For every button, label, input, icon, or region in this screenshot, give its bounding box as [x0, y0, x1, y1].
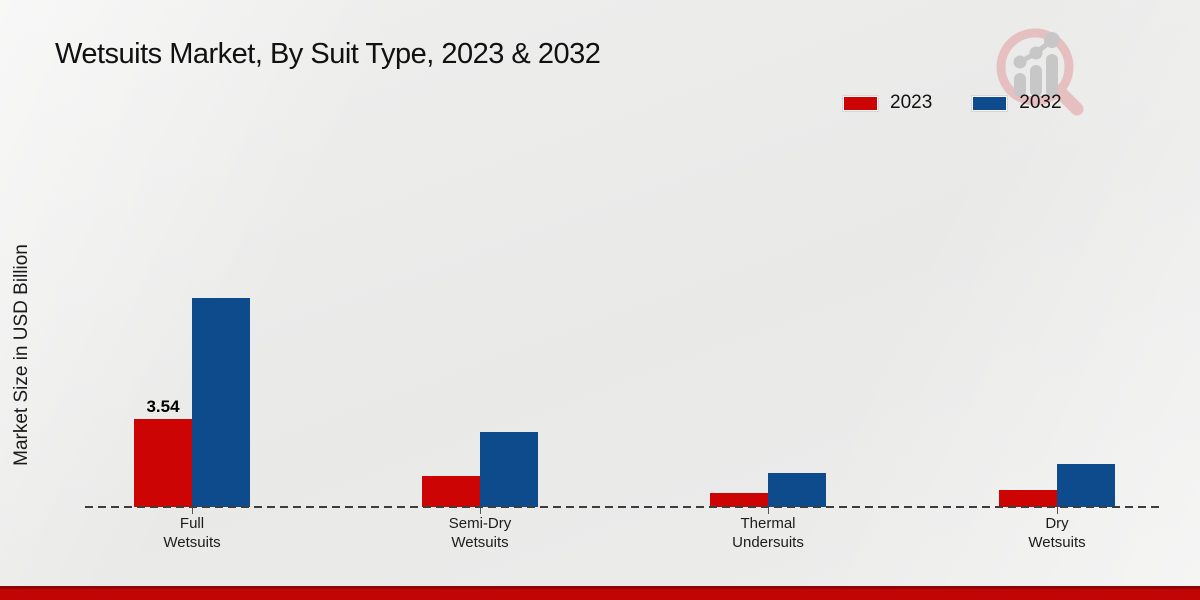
bar-2023-2	[710, 493, 768, 507]
category-label-line: Semi-Dry	[448, 515, 512, 532]
legend-swatch-2023	[843, 95, 878, 111]
bar-2032-2	[768, 473, 826, 507]
bar-2023-0	[134, 419, 192, 507]
category-label-line: Dry	[1045, 515, 1069, 532]
category-label-line: Wetsuits	[163, 534, 221, 551]
x-axis-tick	[192, 507, 193, 514]
category-label-line: Full	[179, 515, 205, 532]
category-label: Thermal Undersuits	[688, 514, 848, 552]
brand-magnifier-chart-logo-icon	[996, 28, 1084, 116]
category-label-line: Thermal	[740, 515, 796, 532]
bar-2032-1	[480, 432, 538, 507]
category-label: Full Wetsuits	[112, 514, 272, 552]
category-label: Dry Wetsuits	[977, 514, 1137, 552]
bar-2032-0	[192, 298, 250, 507]
bar-2023-1	[422, 476, 480, 507]
category-label-line: Undersuits	[732, 534, 804, 551]
legend-item-2032: 2032	[972, 92, 1062, 114]
category-label: Semi-Dry Wetsuits	[400, 514, 560, 552]
bar-2023-3	[999, 490, 1057, 507]
y-axis-label: Market Size in USD Billion	[11, 244, 32, 466]
footer-accent-bar	[0, 586, 1200, 600]
legend-label-2023: 2023	[890, 92, 933, 113]
x-axis-baseline	[85, 506, 1163, 508]
x-axis-tick	[768, 507, 769, 514]
legend: 2023 2032	[843, 92, 1062, 114]
x-axis-tick	[480, 507, 481, 514]
category-label-line: Wetsuits	[451, 534, 509, 551]
legend-label-2032: 2032	[1019, 92, 1062, 113]
x-axis-tick	[1057, 507, 1058, 514]
chart-title: Wetsuits Market, By Suit Type, 2023 & 20…	[55, 38, 601, 70]
category-label-line: Wetsuits	[1028, 534, 1086, 551]
legend-item-2023: 2023	[843, 92, 932, 114]
bar-value-label: 3.54	[146, 397, 180, 416]
legend-swatch-2032	[972, 95, 1008, 111]
bar-2032-3	[1057, 464, 1115, 507]
